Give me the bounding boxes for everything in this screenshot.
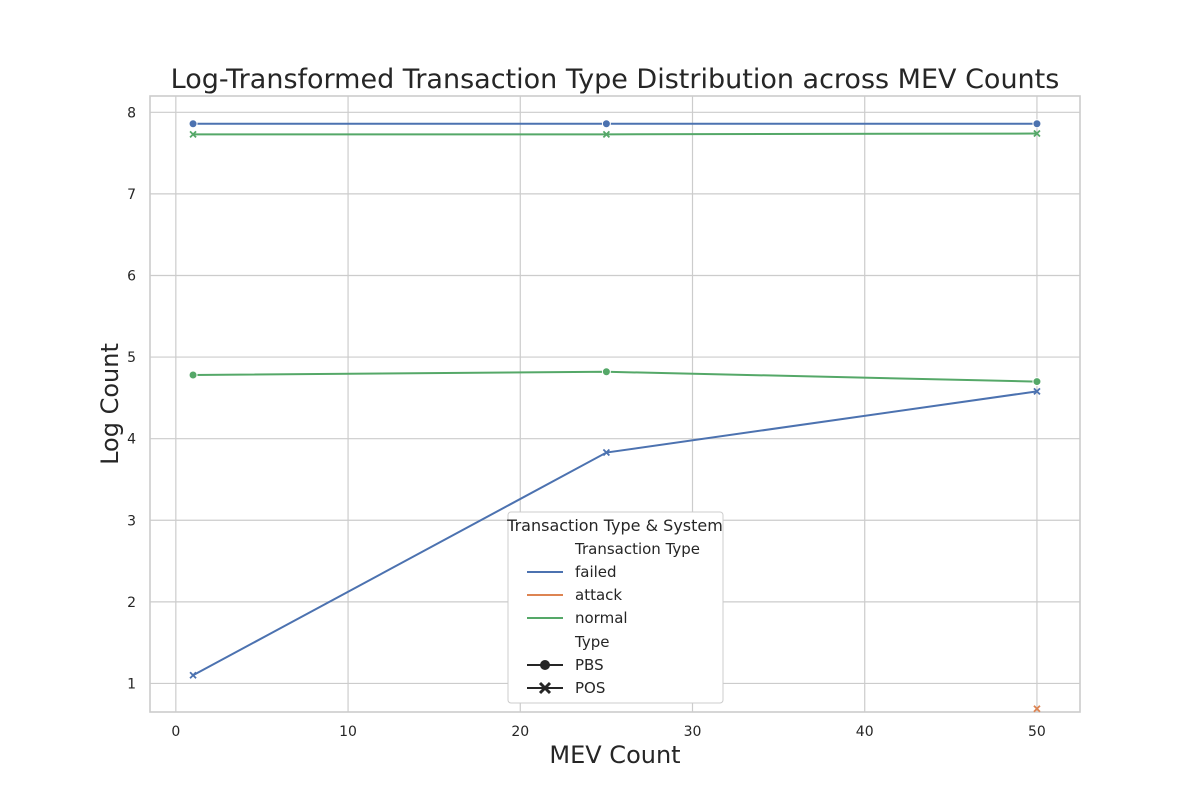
x-tick-label: 50 — [1028, 724, 1046, 740]
point-normal-pbs — [188, 370, 198, 380]
point-normal-pos — [189, 130, 197, 138]
point-normal-pbs — [1032, 377, 1042, 387]
y-tick-label: 4 — [127, 432, 136, 448]
x-tick-label: 40 — [856, 724, 874, 740]
point-failed-pbs — [601, 119, 611, 129]
legend-failed-label: failed — [575, 563, 617, 581]
legend: Transaction Type & System Transaction Ty… — [506, 511, 724, 704]
point-normal-pbs — [601, 367, 611, 377]
x-axis-label: MEV Count — [549, 741, 680, 769]
y-tick-label: 8 — [127, 105, 136, 121]
x-tick-label: 20 — [511, 724, 529, 740]
legend-normal-label: normal — [575, 609, 628, 627]
point-failed-pos — [1033, 387, 1041, 395]
point-failed-pos — [602, 448, 611, 457]
legend-pos-label: POS — [575, 679, 605, 697]
chart-title: Log-Transformed Transaction Type Distrib… — [171, 64, 1060, 95]
legend-pbs-label: PBS — [575, 656, 604, 674]
y-tick-label: 7 — [127, 187, 136, 203]
legend-title: Transaction Type & System — [506, 516, 723, 535]
legend-hue-title: Transaction Type — [574, 540, 700, 558]
y-tick-label: 1 — [127, 676, 136, 692]
y-tick-label: 5 — [127, 350, 136, 366]
x-tick-label: 10 — [339, 724, 357, 740]
point-failed-pbs — [1032, 119, 1042, 129]
legend-style-title: Type — [574, 633, 609, 651]
series-lines — [188, 119, 1042, 713]
legend-box — [507, 511, 724, 704]
y-axis-label: Log Count — [96, 343, 124, 465]
y-tick-label: 2 — [127, 595, 136, 611]
y-tick-label: 3 — [127, 513, 136, 529]
x-tick-label: 30 — [684, 724, 702, 740]
point-normal-pos — [1033, 129, 1041, 138]
legend-attack-label: attack — [575, 586, 622, 604]
x-axis-ticks: 0 10 20 30 40 50 — [171, 724, 1045, 740]
x-tick-label: 0 — [171, 724, 180, 740]
point-failed-pbs — [188, 119, 198, 129]
y-axis-ticks: 1 2 3 4 5 6 7 8 — [127, 105, 136, 692]
point-normal-pos — [602, 130, 611, 138]
point-failed-pos — [189, 671, 197, 679]
series-line-normal-pos — [193, 132, 1037, 136]
y-tick-label: 6 — [127, 268, 136, 284]
legend-pos-marker — [538, 681, 552, 695]
legend-pbs-marker — [540, 660, 550, 670]
point-attack-pos — [1033, 705, 1041, 713]
